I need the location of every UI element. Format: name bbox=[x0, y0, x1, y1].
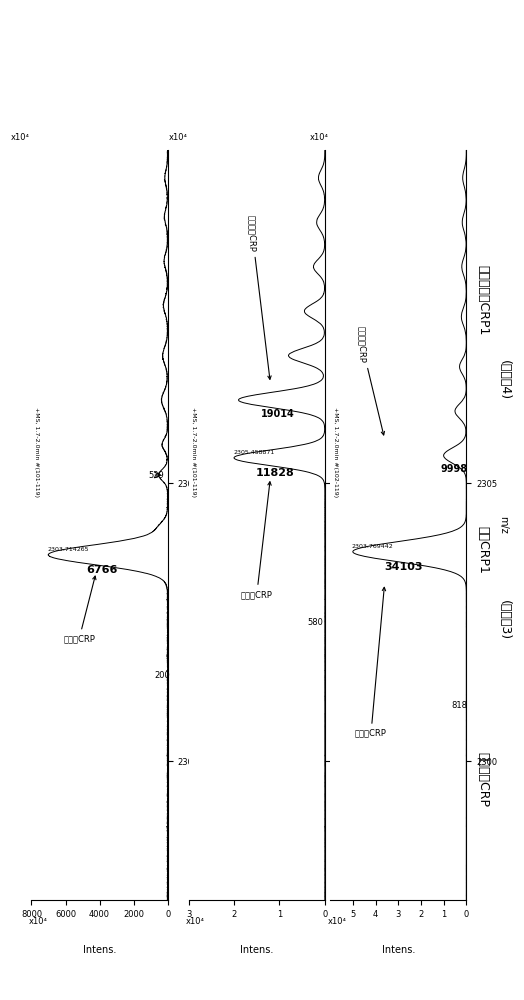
Text: 9998: 9998 bbox=[440, 464, 467, 474]
Text: 529: 529 bbox=[148, 471, 163, 480]
Text: 2303.714265: 2303.714265 bbox=[47, 547, 89, 552]
Text: 环化型重组CRP1: 环化型重组CRP1 bbox=[477, 265, 490, 335]
Text: 19014: 19014 bbox=[260, 409, 294, 419]
Text: 2305.458871: 2305.458871 bbox=[233, 450, 275, 455]
Text: 2303.769442: 2303.769442 bbox=[352, 544, 394, 549]
Text: x10⁴: x10⁴ bbox=[310, 133, 329, 142]
Text: 34103: 34103 bbox=[385, 562, 423, 572]
Text: Intens.: Intens. bbox=[381, 945, 415, 955]
Text: Intens.: Intens. bbox=[83, 945, 116, 955]
Text: 天然型人CRP: 天然型人CRP bbox=[477, 752, 490, 808]
Text: 6766: 6766 bbox=[86, 565, 118, 575]
Text: (实施例3): (实施例3) bbox=[498, 600, 511, 640]
Text: 环化型CRP: 环化型CRP bbox=[241, 482, 272, 599]
Text: x10⁴: x10⁴ bbox=[186, 917, 205, 926]
Text: +MS, 1.7-2.0min #(102-119): +MS, 1.7-2.0min #(102-119) bbox=[333, 407, 338, 497]
Text: +MS, 1.7-2.0min #(101-119): +MS, 1.7-2.0min #(101-119) bbox=[191, 407, 196, 497]
Text: x10⁴: x10⁴ bbox=[168, 133, 187, 142]
Text: 重组CRP1: 重组CRP1 bbox=[477, 526, 490, 574]
Text: 环化型CRP: 环化型CRP bbox=[63, 576, 96, 643]
Text: 818: 818 bbox=[452, 701, 467, 710]
Text: 11828: 11828 bbox=[256, 468, 294, 478]
Text: x10⁴: x10⁴ bbox=[29, 917, 48, 926]
Text: x10⁴: x10⁴ bbox=[328, 917, 346, 926]
Text: 环化型CRP: 环化型CRP bbox=[355, 587, 387, 738]
Text: +MS, 1.7-2.0min #(101-119): +MS, 1.7-2.0min #(101-119) bbox=[34, 407, 39, 497]
Y-axis label: m/z: m/z bbox=[200, 516, 210, 534]
Text: 未环化型CRP: 未环化型CRP bbox=[248, 215, 271, 379]
Text: 200: 200 bbox=[155, 671, 170, 680]
Text: Intens.: Intens. bbox=[240, 945, 274, 955]
Y-axis label: m/z: m/z bbox=[498, 516, 508, 534]
Text: x10⁴: x10⁴ bbox=[11, 133, 30, 142]
Text: 580: 580 bbox=[308, 618, 324, 627]
Text: (实施例4): (实施例4) bbox=[498, 360, 511, 400]
Text: 未环化型CRP: 未环化型CRP bbox=[357, 326, 385, 435]
Y-axis label: m/z: m/z bbox=[357, 516, 367, 534]
